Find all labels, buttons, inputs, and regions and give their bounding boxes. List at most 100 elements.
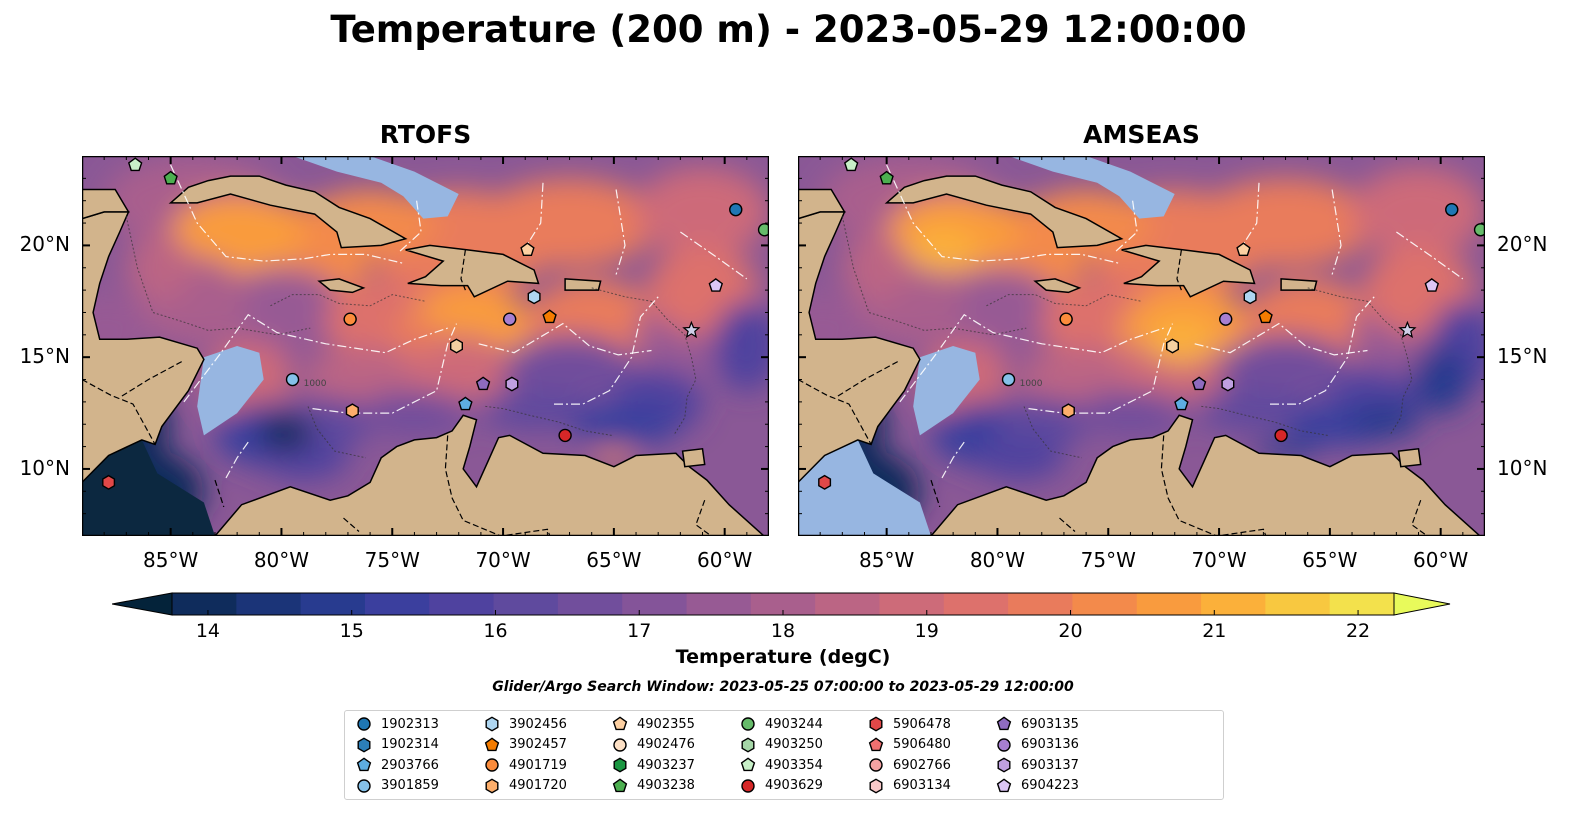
float-marker-4901720 xyxy=(1061,403,1075,419)
isobath-1000m xyxy=(307,406,366,459)
float-marker-4902355 xyxy=(1236,242,1251,257)
eez-boundary xyxy=(886,164,1120,264)
legend-marker xyxy=(869,758,883,772)
land-mass xyxy=(681,447,706,468)
eez-boundary xyxy=(225,441,249,479)
float-marker-4903629 xyxy=(1274,428,1288,443)
colorbar-segment xyxy=(1265,593,1331,615)
shelf-area xyxy=(913,346,980,436)
shelf-area xyxy=(197,346,264,436)
legend-marker xyxy=(613,737,627,752)
legend-entry-6902766: 6902766 xyxy=(868,755,951,775)
float-marker-3901859 xyxy=(285,372,300,387)
legend-entry-3902457: 3902457 xyxy=(484,735,567,755)
temperature-patch xyxy=(170,194,304,275)
legend-entry-4901719: 4901719 xyxy=(484,755,567,775)
colorbar-segment xyxy=(815,593,881,615)
float-marker-1902313 xyxy=(1445,202,1459,217)
legend-marker xyxy=(740,757,756,772)
eez-boundary xyxy=(183,313,448,403)
legend-marker xyxy=(868,736,884,751)
temperature-patch xyxy=(930,267,1064,358)
legend-entry-4903237: 4903237 xyxy=(612,755,695,775)
legend-marker xyxy=(357,717,371,731)
temperature-patch xyxy=(1145,319,1217,364)
legend-marker-circle xyxy=(997,737,1011,752)
land-mass xyxy=(564,278,602,291)
country-border xyxy=(930,479,941,508)
legend-label: 4903238 xyxy=(637,778,695,793)
isobath-1000m xyxy=(125,216,311,336)
legend-marker xyxy=(612,716,628,731)
eez-boundary xyxy=(1028,323,1174,414)
legend-marker-pentagon xyxy=(356,757,372,772)
legend-marker xyxy=(485,716,499,732)
colorbar-tick-label: 18 xyxy=(770,620,796,642)
legend-label: 6904223 xyxy=(1021,778,1079,793)
legend-marker xyxy=(741,736,755,753)
colorbar-segment xyxy=(1329,593,1395,615)
float-marker-3902457 xyxy=(1258,309,1273,324)
colorbar-segment xyxy=(879,593,945,615)
legend-label: 4903250 xyxy=(765,737,823,752)
legend-entry-6904223: 6904223 xyxy=(996,776,1079,796)
legend-marker-pentagon xyxy=(612,716,628,731)
temperature-patch xyxy=(593,448,634,463)
float-marker-3901859 xyxy=(1001,372,1016,387)
eez-boundary xyxy=(1240,182,1260,248)
legend-label: 4901719 xyxy=(509,757,567,773)
eez-boundary xyxy=(170,164,404,264)
country-border xyxy=(1059,517,1076,532)
colorbar-segment xyxy=(1201,593,1266,615)
temperature-patch xyxy=(975,435,1064,481)
legend-marker-pentagon xyxy=(868,736,884,751)
eez-boundary xyxy=(1331,189,1342,275)
lon-label: 80°W xyxy=(969,548,1026,572)
legend-marker-hexagon xyxy=(741,736,755,753)
legend-marker xyxy=(741,717,755,731)
legend-entry-6903136: 6903136 xyxy=(996,735,1079,755)
temperature-colorbar xyxy=(112,592,1451,616)
colorbar-tick-label: 19 xyxy=(914,620,939,642)
colorbar-tick-label: 17 xyxy=(627,620,652,642)
temperature-patch xyxy=(636,167,769,257)
lat-label: 15°N xyxy=(19,344,70,369)
float-marker-4901720 xyxy=(345,403,359,419)
float-marker-6903136 xyxy=(503,312,517,326)
legend-marker xyxy=(869,716,883,732)
lon-label: 65°W xyxy=(586,548,642,572)
float-marker-5906478 xyxy=(818,474,832,490)
colorbar-segment xyxy=(1072,593,1138,615)
float-marker-4903629 xyxy=(558,428,572,443)
float-marker-6903137 xyxy=(1221,376,1235,392)
float-marker-star xyxy=(1398,320,1417,339)
legend-marker-pentagon xyxy=(740,757,756,772)
isobath-label: 1000 xyxy=(1020,379,1043,389)
colorbar-segment xyxy=(172,593,237,615)
land-mass xyxy=(405,244,540,298)
colorbar-segment xyxy=(300,593,366,615)
colorbar-segment xyxy=(1136,593,1202,615)
legend-entry-5906478: 5906478 xyxy=(868,714,951,734)
legend-marker-hexagon xyxy=(357,736,371,753)
map-frame xyxy=(798,156,1485,536)
colorbar-tick-label: 15 xyxy=(339,620,364,642)
legend-entry-3902456: 3902456 xyxy=(484,714,567,734)
float-marker-4901719 xyxy=(1059,312,1073,326)
temperature-patch xyxy=(359,390,470,436)
temperature-patch xyxy=(480,178,659,268)
isobath-1000m xyxy=(485,405,612,436)
legend-marker xyxy=(485,777,499,794)
temperature-patch xyxy=(1196,178,1375,268)
colorbar-tick-label: 20 xyxy=(1058,620,1083,642)
lon-label: 60°W xyxy=(1413,548,1469,572)
legend-marker-circle xyxy=(485,758,499,772)
temperature-patch xyxy=(1352,167,1485,257)
panel-title-rtofs: RTOFS xyxy=(379,120,472,149)
legend-entry-4901720: 4901720 xyxy=(484,776,567,796)
float-marker-1902313 xyxy=(729,202,743,217)
country-border xyxy=(444,435,551,536)
isobath-1000m xyxy=(1023,406,1082,459)
float-marker-3902456 xyxy=(527,289,541,305)
legend-label: 5906480 xyxy=(893,737,951,752)
